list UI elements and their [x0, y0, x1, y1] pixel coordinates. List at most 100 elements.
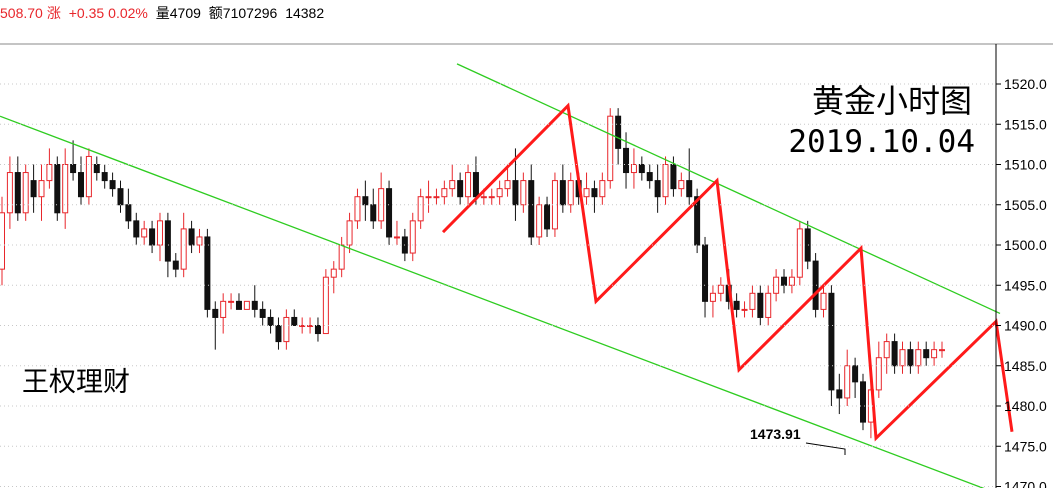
candle	[638, 156, 645, 181]
candle-body	[694, 196, 701, 246]
candle-body	[14, 172, 21, 214]
channel-lines-layer	[0, 63, 1001, 488]
candle-body	[891, 341, 898, 367]
candle	[204, 228, 211, 318]
candle-body	[251, 300, 258, 310]
candle	[923, 341, 930, 366]
candle	[907, 341, 914, 374]
candle-body	[670, 164, 677, 190]
candle-body	[480, 196, 487, 199]
candle	[717, 277, 724, 302]
candle	[686, 148, 693, 205]
candle	[354, 188, 361, 229]
candle	[836, 373, 843, 415]
candle	[291, 309, 298, 327]
candle-body	[70, 164, 77, 174]
candle	[149, 220, 156, 254]
candle	[109, 172, 116, 197]
candle	[196, 228, 203, 254]
candle	[0, 196, 5, 286]
candle	[22, 164, 29, 221]
candle	[322, 269, 329, 335]
candle-body	[291, 316, 298, 327]
candle	[228, 293, 235, 310]
candle-body	[196, 236, 203, 246]
candle-body	[496, 188, 503, 198]
candle-body	[923, 349, 930, 359]
candle-body	[330, 268, 337, 278]
candle	[536, 196, 543, 245]
candle-body	[125, 204, 132, 222]
candle	[757, 285, 764, 326]
candle-body	[875, 357, 882, 391]
y-tick-label: 1500.0	[1004, 237, 1047, 253]
candle-body	[915, 349, 922, 367]
chart-date: 2019.10.04	[788, 124, 975, 160]
candle-body	[346, 220, 353, 246]
candle	[741, 301, 748, 318]
candle	[212, 301, 219, 350]
candle-body	[117, 188, 124, 206]
y-tick-label: 1510.0	[1004, 157, 1047, 173]
candle	[844, 349, 851, 406]
y-tick-label: 1520.0	[1004, 76, 1047, 92]
candle	[188, 220, 195, 254]
candle	[259, 301, 266, 326]
candle-body	[393, 236, 400, 239]
candle	[133, 212, 140, 245]
chart-title: 黄金小时图	[812, 82, 972, 120]
candle-body	[504, 180, 511, 190]
candle-body	[528, 180, 535, 238]
candle-body	[686, 180, 693, 198]
candle-body	[749, 292, 756, 310]
candle	[101, 164, 108, 189]
candle	[441, 180, 448, 205]
candle-body	[457, 180, 464, 198]
y-tick-label: 1495.0	[1004, 277, 1047, 293]
candle	[433, 188, 440, 205]
candle	[172, 253, 179, 278]
candle	[654, 164, 661, 213]
candle	[125, 188, 132, 229]
candle	[702, 236, 709, 318]
candle	[488, 188, 495, 205]
candle	[346, 212, 353, 254]
candle	[267, 309, 274, 334]
candle-body	[362, 196, 369, 206]
candle-body	[180, 228, 187, 270]
candle	[891, 333, 898, 374]
candle-body	[512, 180, 519, 206]
candle	[828, 285, 835, 406]
candle	[939, 341, 945, 358]
candle-body	[425, 196, 432, 199]
candle	[520, 172, 527, 213]
candle-body	[243, 300, 250, 310]
candle	[630, 148, 637, 189]
candle-body	[449, 180, 456, 190]
candle	[180, 212, 187, 278]
candle	[465, 164, 472, 205]
candle-body	[441, 188, 448, 198]
candle-body	[899, 349, 906, 367]
candle	[733, 293, 740, 318]
candle-body	[741, 308, 748, 311]
y-tick-label: 1475.0	[1004, 438, 1047, 454]
channel-line-upper	[456, 63, 1001, 315]
candle-body	[733, 300, 740, 310]
candle	[141, 220, 148, 245]
candle	[931, 341, 938, 366]
candle	[70, 140, 77, 181]
low-price-label: 1473.91	[750, 426, 801, 442]
candle-body	[599, 180, 606, 198]
candle	[504, 164, 511, 197]
candle	[46, 148, 53, 189]
y-tick-label: 1485.0	[1004, 358, 1047, 374]
candle-body	[654, 180, 661, 198]
candle-body	[228, 300, 235, 303]
candle-body	[433, 196, 440, 199]
candle-body	[820, 292, 827, 310]
y-tick-label: 1470.0	[1004, 479, 1047, 488]
candle-body	[591, 188, 598, 198]
candle-body	[860, 381, 867, 423]
